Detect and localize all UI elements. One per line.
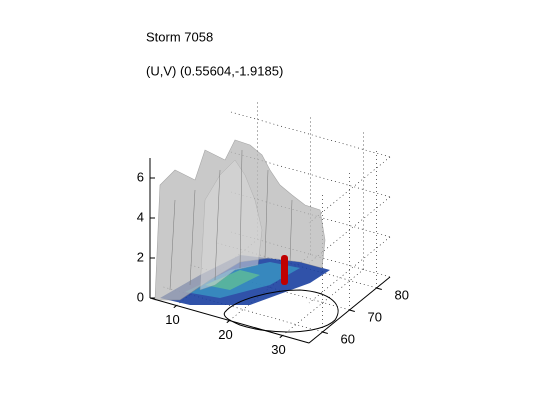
ground-patch [205,270,260,290]
tick-mark [173,305,177,309]
grid-line [282,269,364,336]
tick-mark [226,320,230,324]
y-tick-label: 70 [368,309,382,324]
surface-sheet [199,159,263,291]
x-tick-label: 20 [218,327,232,342]
y-tick-label: 80 [395,287,409,302]
y-tick-label: 60 [341,331,355,346]
z-tick-label: 6 [137,169,144,184]
z-tick-label: 2 [137,249,144,264]
chart-subtitle: (U,V) (0.55604,-1.9185) [146,63,283,78]
tick-mark [349,309,355,312]
z-tick-label: 0 [137,289,144,304]
surface [154,139,339,333]
storm-cell [281,255,288,285]
axes: 10 20 30 60 70 80 0 2 4 6 [137,158,409,357]
x-tick-label: 30 [271,342,285,357]
tick-mark [376,287,382,290]
chart-title: Storm 7058 [146,29,213,44]
tick-mark [322,331,328,334]
z-tick-label: 4 [137,209,144,224]
surface-ridge [169,149,293,291]
x-tick-label: 10 [165,312,179,327]
tick-mark [279,335,283,339]
storm-outline [223,289,339,333]
